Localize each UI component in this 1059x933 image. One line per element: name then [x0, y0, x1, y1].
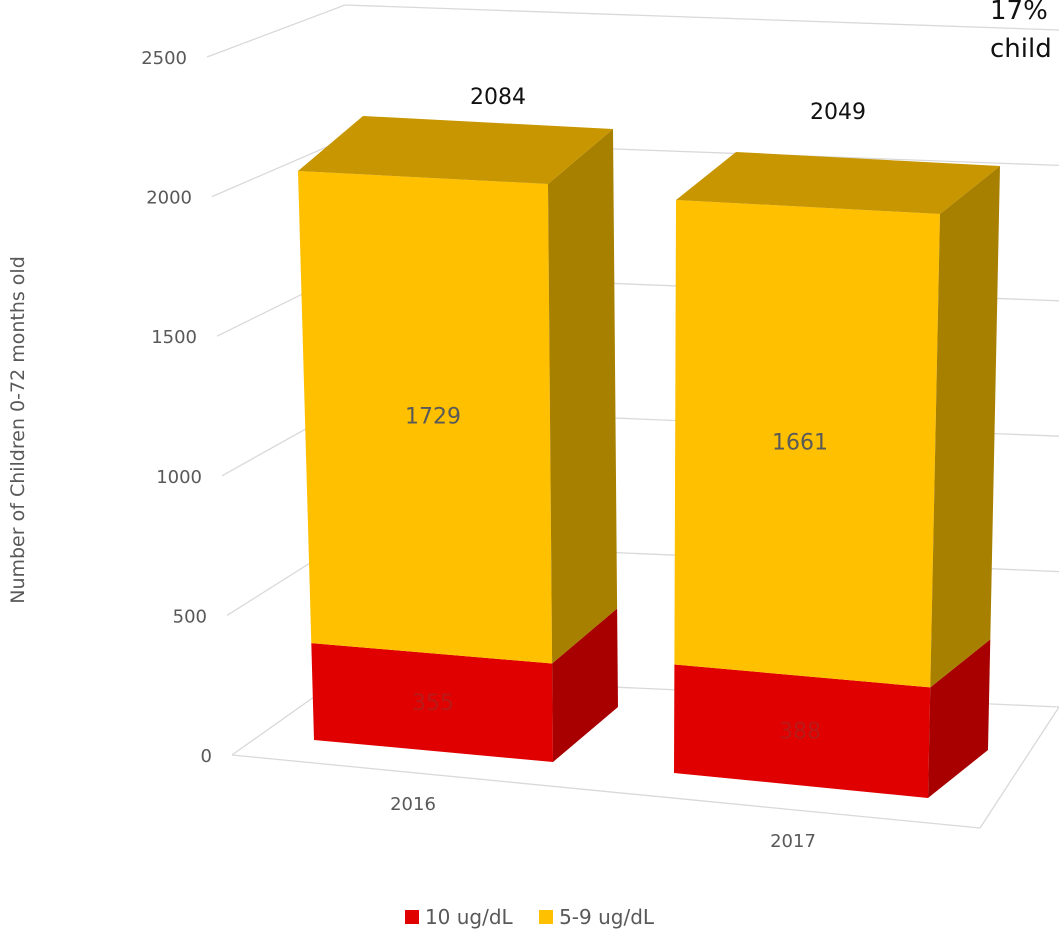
- total-label-2017: 2049: [810, 100, 866, 125]
- y-tick-label-3: 1500: [151, 327, 197, 348]
- legend-swatch-yellow: [539, 910, 554, 924]
- y-axis-label-wrap: Number of Children 0-72 months old: [0, 200, 36, 660]
- floor-side-edge: [979, 706, 1059, 829]
- legend-swatch-red: [404, 910, 419, 924]
- legend-item-5-9: 5-9 ug/dL: [539, 905, 654, 929]
- data-label-2017-series-0: 388: [779, 720, 821, 745]
- bar-2016-series-1-side: [548, 129, 618, 664]
- callout-text: 17% child: [990, 0, 1052, 68]
- bar-2016-series-1-front: [298, 171, 553, 664]
- bars: 355 1729 2084 388 1661 2049: [298, 85, 1000, 798]
- legend-item-10: 10 ug/dL: [404, 905, 513, 929]
- y-axis-ticks: 0 500 1000 1500 2000 2500: [141, 48, 212, 767]
- floor-front-edge: [231, 754, 981, 829]
- gridline-2500: [206, 4, 1059, 58]
- bar-2016-series-0-side: [552, 608, 618, 762]
- data-label-2016-series-0: 355: [412, 691, 454, 716]
- bar-2017-series-1-side: [930, 166, 1000, 688]
- y-tick-label-5: 2500: [141, 48, 187, 69]
- x-tick-label-2017: 2017: [770, 831, 816, 852]
- bar-2016-top: [298, 116, 613, 184]
- callout-line-2: child: [990, 34, 1052, 64]
- legend-label-5-9: 5-9 ug/dL: [559, 905, 655, 929]
- data-label-2017-series-1: 1661: [772, 431, 828, 456]
- callout-line-1: 17%: [990, 0, 1048, 26]
- y-tick-label-1: 500: [173, 606, 207, 627]
- bar-2016-series-0-front: [311, 643, 553, 762]
- total-label-2016: 2084: [470, 85, 526, 110]
- bar-2017-series-0-side: [928, 639, 991, 798]
- data-label-2016-series-1: 1729: [405, 404, 461, 429]
- y-tick-label-0: 0: [201, 746, 212, 767]
- y-axis-label: Number of Children 0-72 months old: [7, 256, 29, 604]
- legend: 10 ug/dL 5-9 ug/dL: [0, 905, 1059, 929]
- bar-2017-series-1-front: [674, 200, 940, 688]
- x-tick-label-2016: 2016: [390, 794, 436, 815]
- legend-label-10: 10 ug/dL: [424, 905, 513, 929]
- x-axis-ticks: 2016 2017: [390, 794, 816, 852]
- bar-2017-series-0-front: [674, 664, 931, 798]
- bar-2017-top: [676, 152, 1000, 214]
- y-tick-label-2: 1000: [156, 467, 202, 488]
- y-tick-label-4: 2000: [146, 188, 192, 209]
